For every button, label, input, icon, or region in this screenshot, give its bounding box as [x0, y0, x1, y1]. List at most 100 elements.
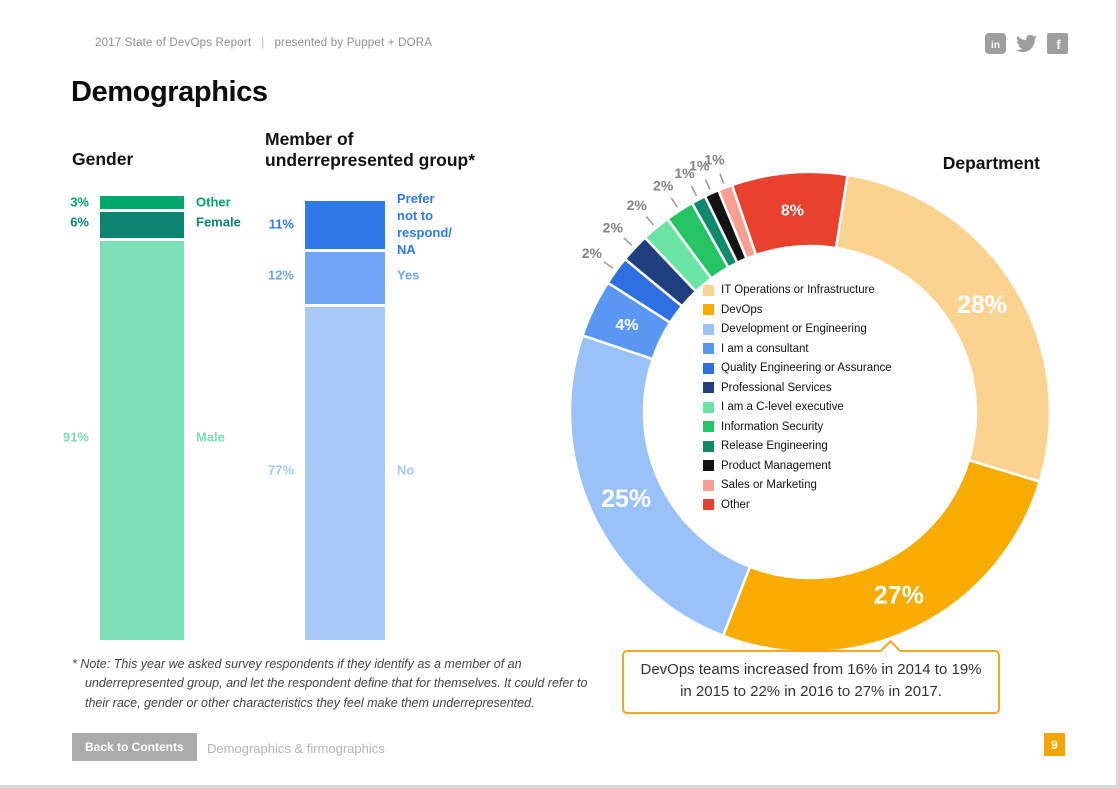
donut-percent-label: 25% — [601, 485, 651, 513]
bar-category-label: Other — [196, 194, 231, 210]
legend-label: I am a C-level executive — [721, 401, 844, 413]
donut-percent-label-outside: 1% — [704, 151, 725, 167]
donut-percent-label-outside: 2% — [627, 197, 648, 213]
legend-swatch — [703, 343, 714, 354]
donut-leader-line — [603, 261, 614, 269]
legend-item: Development or Engineering — [703, 323, 892, 335]
donut-leader-line — [623, 237, 633, 246]
legend-item: I am a C-level executive — [703, 401, 892, 413]
department-chart-title: Department — [942, 153, 1040, 173]
footnote-marker: * — [72, 657, 77, 671]
donut-segment — [721, 458, 1042, 654]
legend-swatch — [703, 284, 714, 296]
legend-label: Release Engineering — [721, 440, 828, 452]
facebook-glyph: f — [1056, 37, 1061, 52]
legend-item: DevOps — [703, 304, 892, 316]
legend-swatch — [703, 479, 714, 491]
report-name: 2017 State of DevOps Report — [95, 37, 252, 49]
devops-growth-callout: DevOps teams increased from 16% in 2014 … — [622, 639, 1000, 714]
linkedin-icon[interactable]: in — [985, 33, 1006, 54]
bar-value-label: 91% — [62, 429, 89, 445]
donut-leader-line — [704, 179, 711, 190]
bar-segment — [305, 251, 385, 304]
legend-item: IT Operations or Infrastructure — [703, 284, 892, 296]
presented-by: presented by Puppet + DORA — [274, 37, 433, 49]
back-to-contents-button[interactable]: Back to Contents — [72, 733, 197, 761]
underrepresented-stacked-bar-chart: 11% Prefer not to respond/ NA 12% Yes 77% No — [268, 191, 452, 640]
donut-leader-line — [645, 215, 654, 226]
donut-leader-line — [690, 185, 698, 197]
bar-category-label: No — [397, 462, 415, 478]
bar-segment — [305, 201, 385, 249]
page-number-badge: 9 — [1044, 733, 1065, 756]
underrepresented-chart-title: Member of underrepresented group* — [265, 129, 476, 170]
twitter-icon[interactable] — [1015, 33, 1038, 54]
legend-swatch — [703, 304, 714, 315]
legend-label: Other — [721, 498, 750, 511]
legend-label: DevOps — [721, 303, 763, 316]
donut-percent-label: 28% — [957, 291, 1007, 319]
bar-value-label: 6% — [70, 214, 89, 230]
page-title: Demographics — [71, 76, 268, 108]
legend-item: Release Engineering — [703, 440, 892, 452]
linkedin-glyph: in — [991, 40, 1000, 51]
legend-swatch — [703, 323, 714, 335]
footer-section-label: Demographics & firmographics — [207, 741, 385, 756]
legend-swatch — [703, 362, 714, 374]
legend-label: Information Security — [721, 420, 824, 433]
legend-item: Product Management — [703, 460, 892, 472]
bar-value-label: 11% — [268, 216, 294, 232]
footnote: * Note: This year we asked survey respon… — [72, 655, 600, 713]
bar-segment — [100, 241, 184, 640]
legend-swatch — [703, 421, 714, 432]
donut-percent-label: 8% — [781, 202, 804, 219]
gender-chart-title: Gender — [72, 149, 134, 169]
donut-leader-line — [670, 197, 678, 208]
header-meta: 2017 State of DevOps Report | presented by… — [95, 37, 432, 49]
donut-segment — [834, 173, 1052, 484]
bar-segment — [305, 306, 385, 640]
legend-item: Information Security — [703, 421, 892, 433]
bar-category-label: Yes — [397, 267, 420, 283]
callout-text: DevOps teams increased from 16% in 2014 … — [640, 661, 982, 700]
bar-segment — [100, 212, 184, 239]
social-links: in f — [985, 33, 1068, 54]
donut-percent-label: 27% — [874, 581, 924, 609]
donut-percent-label-outside: 2% — [603, 219, 624, 235]
bar-category-label: Male — [196, 429, 225, 445]
legend-swatch — [703, 499, 714, 510]
legend-label: Sales or Marketing — [721, 479, 817, 491]
stacked-bar — [305, 201, 385, 640]
bar-value-label: 12% — [267, 267, 294, 283]
bar-value-label: 3% — [70, 194, 89, 210]
donut-percent-label-outside: 1% — [674, 165, 695, 181]
legend-swatch — [703, 401, 714, 413]
legend-label: Product Management — [721, 459, 831, 472]
donut-svg: 28%27%25%4%2%2%2%2%1%1%1%8% — [568, 151, 1052, 654]
legend-swatch — [703, 460, 714, 471]
department-donut-chart: 28% 27% 25% 4% 2% 2% 2% 2% 1% 1% 1% 8% — [535, 132, 1085, 677]
donut-segment — [730, 170, 849, 257]
footnote-text: Note: This year we asked survey responde… — [80, 657, 588, 710]
back-to-contents-label: Back to Contents — [85, 740, 184, 754]
donut-segment — [568, 333, 752, 638]
legend-swatch — [703, 382, 714, 393]
bar-category-label: Prefer not to respond/ NA — [397, 191, 452, 258]
stacked-bar — [100, 196, 184, 640]
bar-value-label: 77% — [267, 462, 294, 478]
legend-label: IT Operations or Infrastructure — [721, 284, 875, 296]
donut-percent-label: 4% — [615, 317, 638, 334]
donut-legend: IT Operations or Infrastructure DevOps Dev… — [703, 284, 892, 511]
gender-stacked-bar-chart: 3% Other 6% Female 91% Male — [63, 194, 241, 640]
legend-item: Quality Engineering or Assurance — [703, 362, 892, 374]
facebook-icon[interactable]: f — [1047, 33, 1068, 54]
donut-percent-label-outside: 2% — [653, 177, 674, 193]
donut-leader-line — [719, 173, 725, 185]
legend-item: Other — [703, 499, 892, 511]
legend-label: Development or Engineering — [721, 323, 867, 335]
legend-item: Professional Services — [703, 382, 892, 394]
legend-label: I am a consultant — [721, 342, 809, 355]
bar-segment — [100, 196, 184, 210]
donut-percent-label-outside: 1% — [689, 158, 710, 174]
